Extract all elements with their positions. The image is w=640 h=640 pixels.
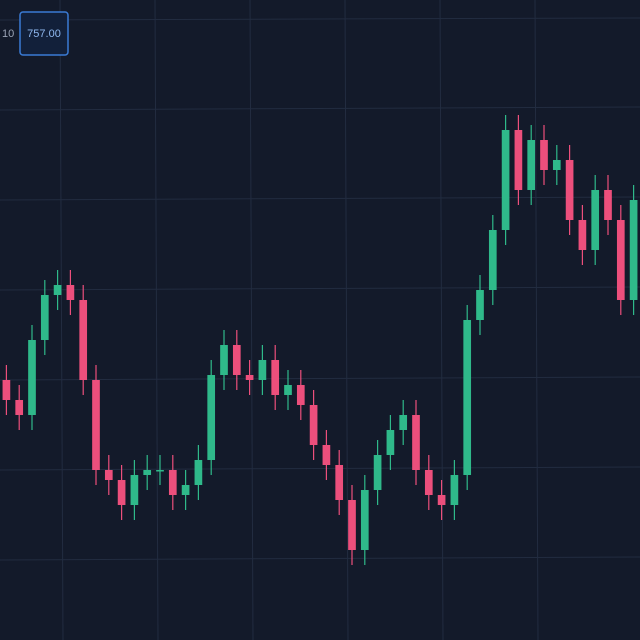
candle-body <box>168 470 177 495</box>
candle-body <box>360 490 369 550</box>
price-box <box>19 11 69 56</box>
candle-body <box>348 500 356 550</box>
candle-body <box>552 160 561 170</box>
candle-body <box>104 470 113 480</box>
candle-body <box>629 200 638 300</box>
candle-body <box>79 300 88 380</box>
candle-body <box>386 430 395 455</box>
candle-body <box>591 190 600 250</box>
candle-body <box>412 415 420 470</box>
candle-body <box>578 220 587 250</box>
candle-body <box>40 295 49 340</box>
grid-line <box>534 0 539 640</box>
grid-line <box>59 0 64 640</box>
grid-line <box>0 17 640 21</box>
candle-body <box>271 360 280 395</box>
candle-body <box>143 470 152 475</box>
grid-line <box>0 286 640 291</box>
candle-body <box>2 380 11 400</box>
grid-line <box>344 0 349 640</box>
candle-body <box>194 460 203 485</box>
candle-body <box>258 360 267 380</box>
candle-body <box>540 140 548 170</box>
candle-body <box>92 380 100 470</box>
candle-body <box>220 345 228 375</box>
candle-body <box>117 480 126 505</box>
grid-line <box>0 196 640 201</box>
candle-body <box>616 220 625 300</box>
candle-body <box>207 375 216 460</box>
grid-line <box>249 0 254 640</box>
candle-body <box>565 160 574 220</box>
grid-line <box>0 556 640 561</box>
grid-line <box>0 106 640 111</box>
candle-body <box>309 405 318 445</box>
price-label: 757.00 <box>27 28 61 40</box>
candle-body <box>437 495 446 505</box>
candle-body <box>373 455 382 490</box>
candle-body <box>181 485 190 495</box>
edge-label: 10 <box>2 28 14 40</box>
candle-body <box>296 385 305 405</box>
candle-body <box>245 375 254 380</box>
candle-body <box>501 130 510 230</box>
grid-line <box>154 0 159 640</box>
candle-body <box>53 285 62 295</box>
candle-body <box>232 345 241 375</box>
candle-body <box>335 465 344 500</box>
candle-body <box>527 140 536 190</box>
candle-body <box>66 285 75 300</box>
grid-line <box>0 466 640 471</box>
candle-body <box>476 290 484 320</box>
candle-body <box>424 470 433 495</box>
candle-body <box>28 340 36 415</box>
candle-body <box>450 475 459 505</box>
candle-body <box>284 385 292 395</box>
candle-body <box>15 400 24 415</box>
candle-body <box>604 190 612 220</box>
candle-body <box>156 470 164 472</box>
candle-body <box>322 445 331 465</box>
candle-body <box>399 415 408 430</box>
candle-body <box>488 230 497 290</box>
grid-line <box>439 0 444 640</box>
grid-line <box>0 376 640 381</box>
candles <box>2 115 638 565</box>
candle-body <box>130 475 139 505</box>
candle-body <box>514 130 523 190</box>
candle-body <box>463 320 472 475</box>
